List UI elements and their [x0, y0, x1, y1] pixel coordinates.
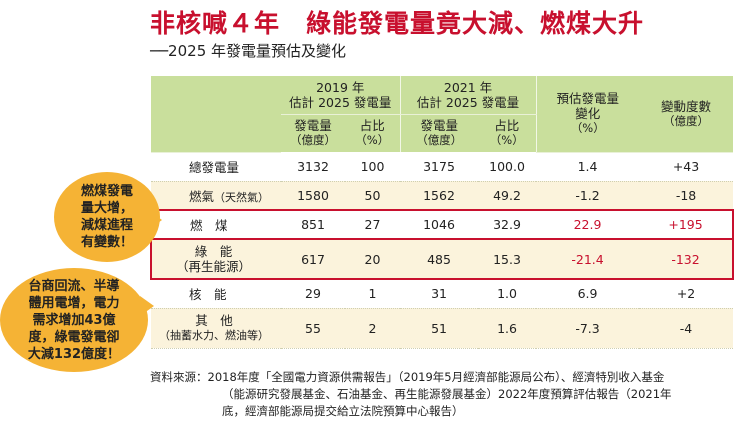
cell-delta: +195: [639, 209, 735, 240]
cell-gen-2021: 485: [400, 239, 479, 280]
cell-delta: -18: [639, 181, 734, 211]
row-name: 燃 煤: [150, 209, 281, 240]
table-row: 總發電量 3132 100 3175 100.0 1.4 +43: [151, 152, 734, 182]
header-gen-2019: 發電量 （億度）: [281, 114, 345, 152]
table-row: 燃氣（天然氣） 1580 50 1562 49.2 -1.2 -18: [151, 181, 734, 211]
header-corner: [151, 76, 281, 153]
cell-gen-2021: 3175: [400, 152, 479, 182]
header-group-2021: 2021 年 估計 2025 發電量: [400, 76, 537, 115]
header-change-pct: 預估發電量 變化 （%）: [536, 76, 640, 153]
header-share-2021: 占比 （%）: [478, 114, 537, 152]
cell-share-2021: 1.0: [478, 279, 537, 309]
cell-delta: -132: [639, 239, 735, 280]
cell-gen-2019: 617: [281, 239, 345, 280]
row-name: 核 能: [151, 279, 281, 309]
header-group-2019: 2019 年 估計 2025 發電量: [281, 76, 401, 115]
cell-change-pct: -7.3: [536, 308, 640, 349]
cell-change-pct: -21.4: [536, 239, 640, 280]
header-delta: 變動度數 （億度）: [639, 76, 734, 153]
row-name: 總發電量: [151, 152, 281, 182]
cell-share-2019: 100: [345, 152, 401, 182]
cell-share-2019: 50: [345, 181, 401, 211]
cell-share-2021: 1.6: [478, 308, 537, 349]
source-line: （能源研究發展基金、石油基金、再生能源發展基金）2022年度預算評估報告（202…: [222, 387, 672, 401]
callout-bubble-coal: 燃煤發電 量大增， 減煤進程 有變數！: [54, 172, 160, 262]
page-subtitle: ──2025 年發電量預估及變化: [150, 42, 347, 60]
cell-delta: -4: [639, 308, 734, 349]
cell-gen-2021: 1046: [400, 209, 479, 240]
cell-share-2019: 2: [345, 308, 401, 349]
table-row: 其 他 （抽蓄水力、燃油等） 55 2 51 1.6 -7.3 -4: [151, 308, 734, 349]
cell-share-2021: 32.9: [478, 209, 537, 240]
cell-gen-2019: 55: [281, 308, 345, 349]
row-name: 綠 能 （再生能源）: [150, 239, 281, 280]
source-note: 資料來源：2018年度「全國電力資源供需報告」（2019年5月經濟部能源局公布）…: [150, 369, 735, 420]
page-title: 非核喊４年 綠能發電量竟大減、燃煤大升: [150, 9, 645, 38]
cell-change-pct: 6.9: [536, 279, 640, 309]
header-share-2019: 占比 （%）: [345, 114, 401, 152]
cell-gen-2021: 51: [400, 308, 479, 349]
source-line: 資料來源：2018年度「全國電力資源供需報告」（2019年5月經濟部能源局公布）…: [150, 370, 665, 384]
cell-share-2021: 100.0: [478, 152, 537, 182]
cell-gen-2019: 29: [281, 279, 345, 309]
cell-gen-2021: 31: [400, 279, 479, 309]
cell-share-2019: 20: [345, 239, 401, 280]
cell-gen-2019: 1580: [281, 181, 345, 211]
cell-share-2021: 15.3: [478, 239, 537, 280]
header-gen-2021: 發電量 （億度）: [400, 114, 479, 152]
cell-delta: +2: [639, 279, 734, 309]
table-row-coal: 燃 煤 851 27 1046 32.9 22.9 +195: [150, 209, 735, 240]
cell-gen-2019: 3132: [281, 152, 345, 182]
cell-gen-2021: 1562: [400, 181, 479, 211]
data-table-wrapper: 2019 年 估計 2025 發電量 2021 年 估計 2025 發電量 預估…: [150, 76, 735, 349]
callout-bubble-green: 台商回流、半導 體用電增，電力 需求增加43億 度，綠電發電卻 大減132億度！: [0, 268, 148, 372]
power-generation-table: 2019 年 估計 2025 發電量 2021 年 估計 2025 發電量 預估…: [150, 76, 735, 349]
cell-share-2019: 1: [345, 279, 401, 309]
row-name: 燃氣（天然氣）: [151, 181, 281, 211]
table-row-renewable: 綠 能 （再生能源） 617 20 485 15.3 -21.4 -132: [150, 239, 735, 280]
cell-share-2021: 49.2: [478, 181, 537, 211]
row-name: 其 他 （抽蓄水力、燃油等）: [151, 308, 281, 349]
source-line: 底，經濟部能源局提交給立法院預算中心報告）: [222, 404, 464, 418]
cell-change-pct: -1.2: [536, 181, 640, 211]
cell-change-pct: 1.4: [536, 152, 640, 182]
cell-share-2019: 27: [345, 209, 401, 240]
cell-gen-2019: 851: [281, 209, 345, 240]
cell-delta: +43: [639, 152, 734, 182]
cell-change-pct: 22.9: [536, 209, 640, 240]
table-row: 核 能 29 1 31 1.0 6.9 +2: [151, 279, 734, 309]
